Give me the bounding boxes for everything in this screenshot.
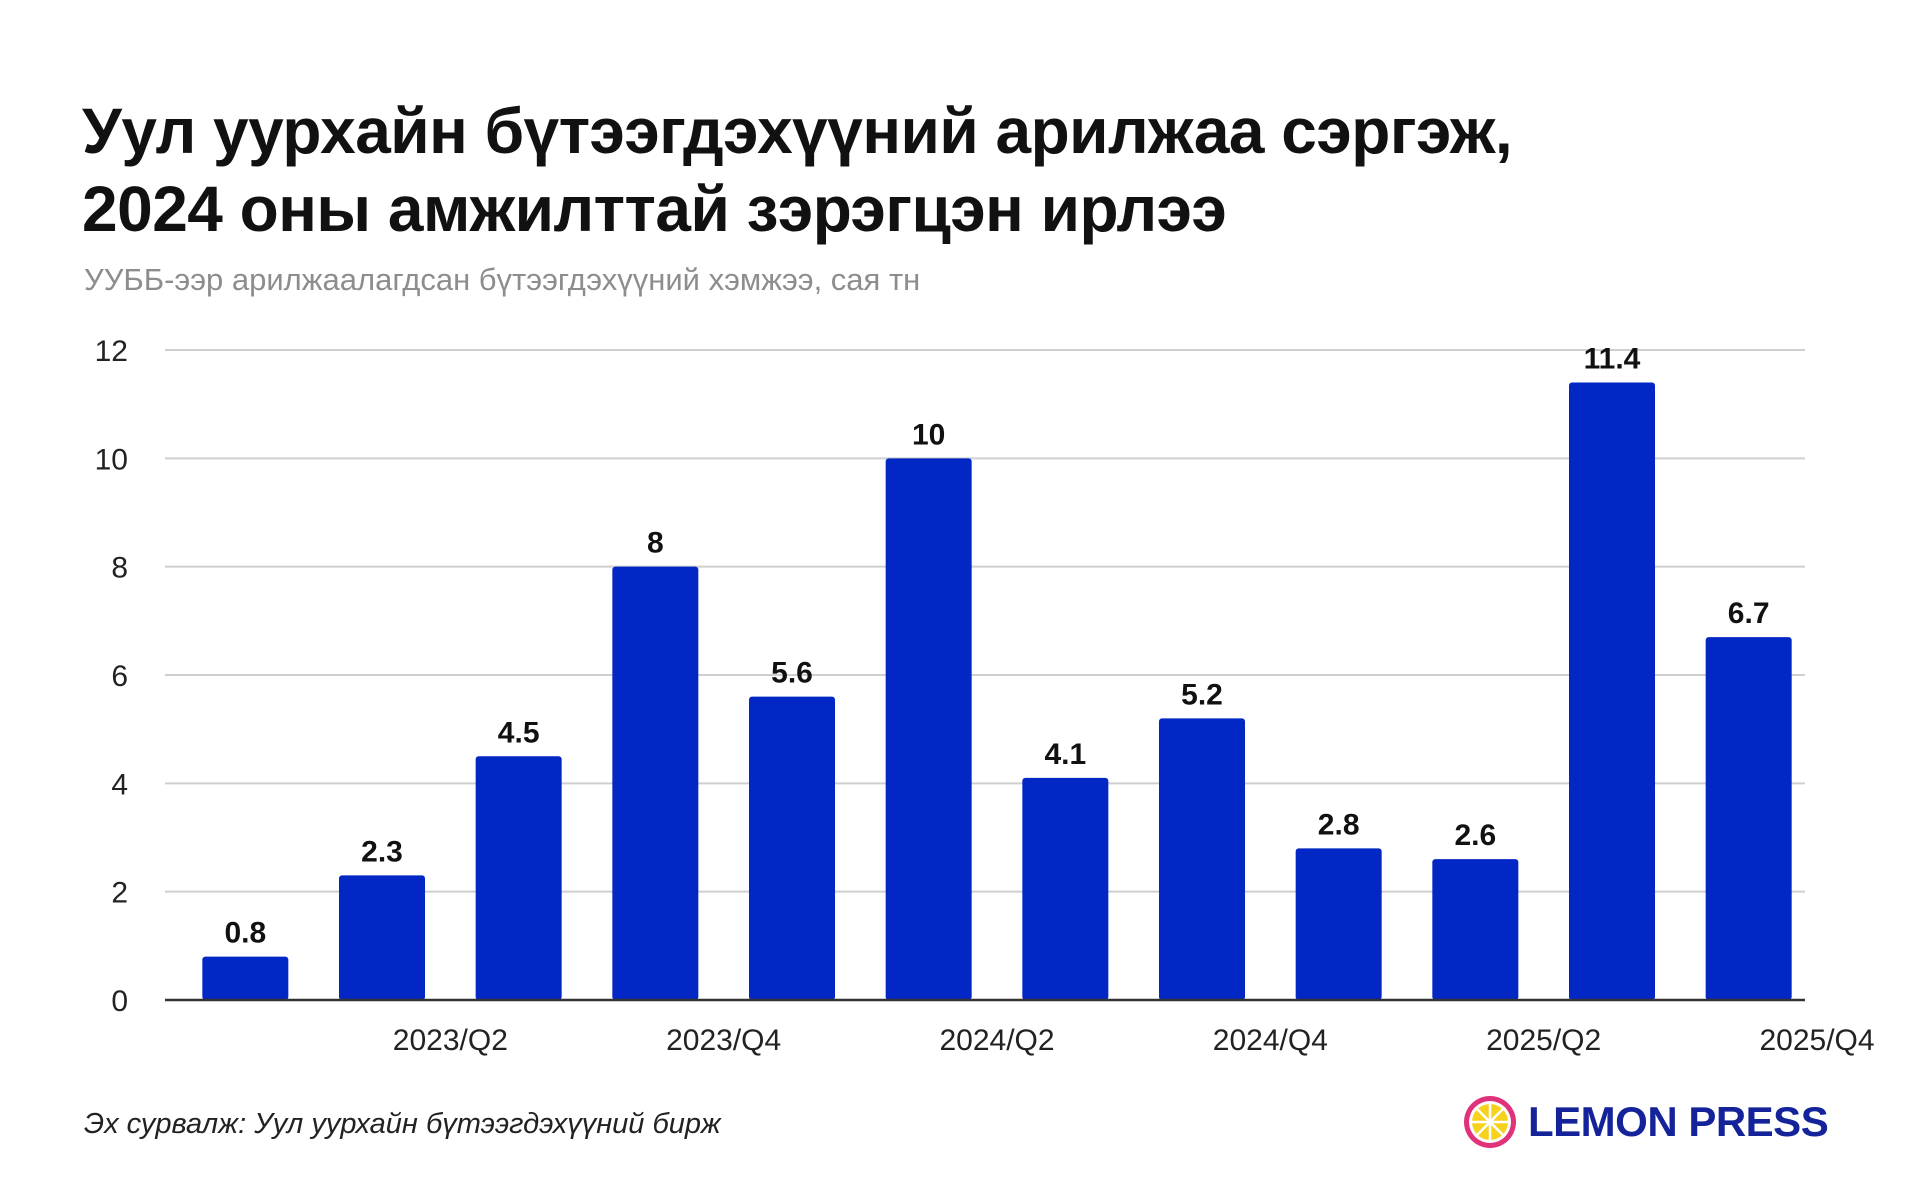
x-tick-label: 2024/Q4 bbox=[1213, 1024, 1328, 1057]
bar bbox=[1159, 718, 1245, 1000]
data-label: 5.6 bbox=[771, 657, 813, 690]
bar bbox=[749, 696, 835, 1000]
y-tick-label: 2 bbox=[111, 877, 128, 910]
chart-title: Уул уурхайн бүтээгдэхүүний арилжаа сэргэ… bbox=[82, 92, 1862, 248]
y-tick-label: 6 bbox=[111, 660, 128, 693]
data-label: 10 bbox=[912, 418, 945, 451]
bar bbox=[475, 756, 562, 1000]
data-label: 4.1 bbox=[1044, 738, 1086, 771]
data-label: 2.6 bbox=[1454, 819, 1496, 852]
data-label: 6.7 bbox=[1728, 597, 1770, 630]
bar bbox=[612, 566, 699, 1000]
y-tick-label: 8 bbox=[111, 552, 128, 585]
x-tick-label: 2023/Q4 bbox=[666, 1024, 781, 1057]
bar bbox=[885, 458, 972, 1000]
data-label: 5.2 bbox=[1181, 678, 1223, 711]
x-tick-label: 2025/Q4 bbox=[1759, 1024, 1874, 1057]
data-label: 8 bbox=[647, 527, 664, 560]
y-tick-label: 10 bbox=[95, 443, 128, 476]
bar bbox=[1295, 848, 1382, 1000]
chart-title-line-1: Уул уурхайн бүтээгдэхүүний арилжаа сэргэ… bbox=[82, 95, 1513, 167]
lemon-press-logo: LEMON PRESS bbox=[1462, 1092, 1829, 1152]
bar bbox=[1569, 382, 1655, 1000]
x-tick-label: 2024/Q2 bbox=[939, 1024, 1054, 1057]
bar bbox=[202, 956, 289, 1000]
data-label: 2.3 bbox=[361, 835, 403, 868]
bar bbox=[339, 875, 425, 1000]
source-note: Эх сурвалж: Уул уурхайн бүтээгдэхүүний б… bbox=[84, 1108, 721, 1140]
data-label: 0.8 bbox=[224, 917, 266, 950]
x-tick-label: 2023/Q2 bbox=[393, 1024, 508, 1057]
bar bbox=[1705, 637, 1792, 1000]
logo-text: LEMON PRESS bbox=[1528, 1098, 1829, 1145]
y-tick-label: 4 bbox=[111, 768, 128, 801]
data-label: 11.4 bbox=[1584, 343, 1641, 376]
y-tick-label: 12 bbox=[95, 335, 128, 368]
chart-title-line-2: 2024 оны амжилттай зэрэгцэн ирлээ bbox=[82, 173, 1227, 245]
data-label: 4.5 bbox=[498, 716, 540, 749]
chart-subtitle: УУББ-ээр арилжаалагдсан бүтээгдэхүүний х… bbox=[84, 262, 921, 297]
bar bbox=[1022, 777, 1109, 1000]
y-tick-label: 0 bbox=[111, 985, 128, 1018]
bar bbox=[1432, 859, 1519, 1000]
lemon-slice-icon bbox=[1464, 1096, 1516, 1148]
bar-chart: 0 2 4 6 8 10 12 0.8 2.3 2023/Q2 4.5 8 2023/Q4 5.6 10 20… bbox=[95, 335, 1875, 1057]
x-tick-label: 2025/Q2 bbox=[1486, 1024, 1601, 1057]
data-label: 2.8 bbox=[1318, 808, 1360, 841]
